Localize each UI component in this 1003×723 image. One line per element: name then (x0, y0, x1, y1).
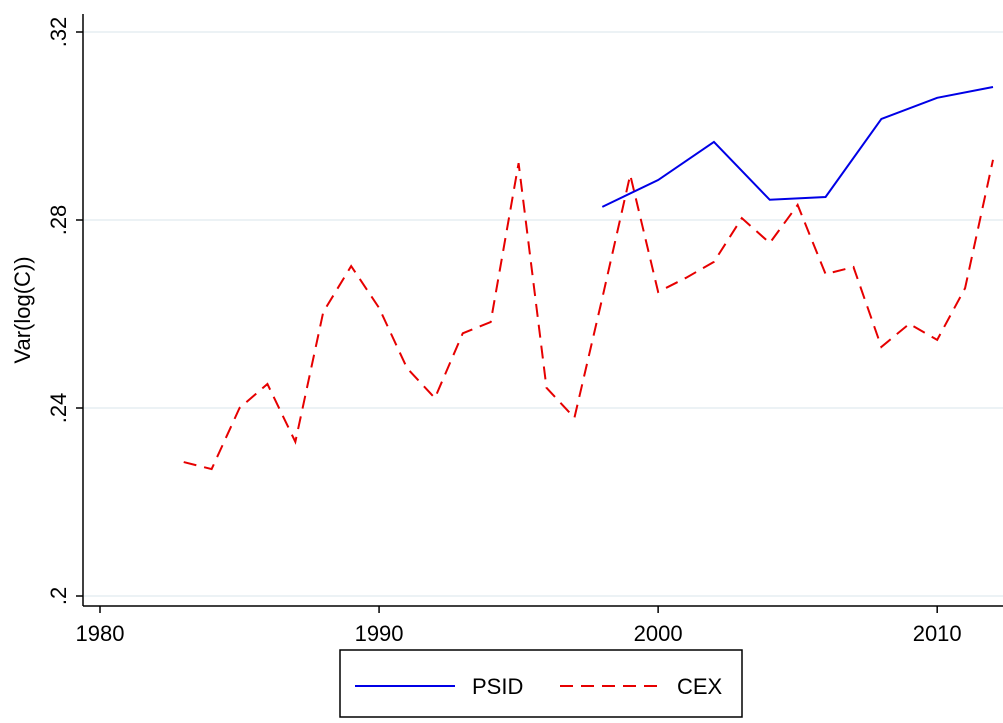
y-axis-label: Var(log(C)) (10, 256, 35, 363)
y-tick-label: .2 (46, 587, 71, 605)
x-tick-label: 2000 (634, 621, 683, 646)
y-tick-label: .24 (46, 393, 71, 424)
x-tick-label: 1990 (355, 621, 404, 646)
x-tick-label: 2010 (913, 621, 962, 646)
legend-box (339, 649, 743, 718)
y-tick-label: .28 (46, 205, 71, 236)
series-line (183, 159, 994, 471)
legend-label: CEX (677, 674, 723, 699)
y-tick-label: .32 (46, 17, 71, 48)
legend-label: PSID (472, 674, 523, 699)
series-line (601, 86, 994, 208)
x-tick-label: 1980 (76, 621, 125, 646)
